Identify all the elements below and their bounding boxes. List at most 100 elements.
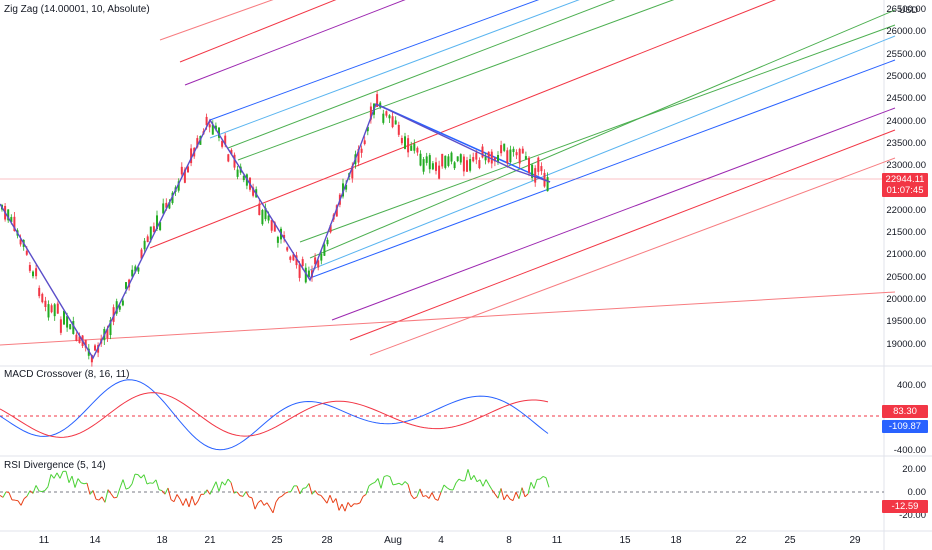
rsi-segment: [152, 479, 157, 484]
candle-body: [221, 140, 224, 147]
candle-body: [335, 205, 338, 217]
candle-body: [84, 339, 87, 348]
rsi-segment: [290, 485, 295, 492]
rsi-indicator-label[interactable]: RSI Divergence (5, 14): [4, 460, 106, 471]
candle-body: [497, 155, 499, 163]
candle-body: [472, 157, 475, 162]
candle-body: [509, 149, 512, 163]
candle-body: [69, 324, 72, 330]
candle-body: [518, 148, 521, 164]
candle-body: [360, 148, 363, 153]
rsi-segment: [476, 479, 481, 483]
rsi-segment: [371, 481, 376, 485]
rsi-segment: [80, 482, 85, 485]
candle-body: [301, 259, 304, 267]
rsi-segment: [323, 498, 328, 504]
rsi-segment: [311, 490, 316, 495]
candle-body: [469, 159, 472, 171]
rsi-segment: [533, 479, 538, 489]
rsi-segment: [50, 474, 55, 479]
rsi-segment: [404, 481, 409, 485]
candle-body: [422, 159, 425, 172]
candle-body: [10, 217, 13, 222]
candle-body: [329, 224, 332, 233]
candle-body: [218, 127, 220, 138]
rsi-segment: [317, 494, 322, 496]
candle-body: [385, 111, 388, 116]
rsi-segment: [59, 471, 64, 479]
candle-body: [211, 124, 214, 135]
rsi-segment: [395, 482, 400, 485]
rsi-segment: [23, 495, 28, 500]
time-axis-label: 11: [551, 535, 563, 546]
price-axis-tick: 23500.00: [886, 137, 926, 149]
rsi-segment: [374, 478, 379, 483]
macd-indicator-label[interactable]: MACD Crossover (8, 16, 11): [4, 369, 130, 380]
candle-body: [208, 124, 211, 128]
candle-body: [118, 306, 121, 310]
time-axis-label: 22: [735, 535, 747, 546]
last-price-tag: 22944.11 01:07:45: [882, 173, 928, 197]
candle-body: [75, 334, 78, 342]
candle-body: [506, 150, 509, 164]
rsi-segment: [20, 498, 25, 506]
rsi-segment: [68, 475, 73, 483]
rsi-segment: [485, 479, 490, 486]
candle-body: [44, 300, 47, 308]
candle-body: [304, 267, 307, 283]
rsi-segment: [41, 489, 46, 493]
rsi-segment: [398, 482, 403, 486]
candle-body: [152, 226, 155, 232]
rsi-segment: [131, 474, 136, 485]
rsi-segment: [242, 491, 247, 497]
candle-body: [59, 319, 62, 333]
rsi-segment: [188, 496, 193, 508]
rsi-segment: [140, 474, 145, 479]
candle-body: [177, 181, 180, 191]
candle-body: [273, 222, 276, 232]
candle-body: [323, 244, 326, 256]
candle-body: [146, 236, 149, 243]
rsi-segment: [122, 479, 127, 490]
candlestick-series[interactable]: [1, 90, 549, 367]
rsi-segment: [329, 495, 334, 503]
rsi-segment: [89, 490, 94, 495]
candle-body: [183, 169, 186, 183]
rsi-segment: [161, 490, 166, 495]
candle-body: [382, 113, 385, 123]
price-axis-tick: 19500.00: [886, 316, 926, 328]
candle-body: [53, 304, 56, 317]
rsi-segment: [497, 488, 502, 499]
candle-body: [307, 270, 310, 278]
rsi-segment: [65, 471, 70, 483]
candle-body: [267, 215, 270, 221]
candle-body: [41, 293, 44, 303]
rsi-segment: [437, 492, 442, 501]
price-axis-tick: 20500.00: [886, 271, 926, 283]
rsi-segment: [500, 488, 505, 501]
rsi-value-tag: -12.59: [882, 500, 928, 513]
rsi-segment: [221, 481, 226, 486]
candle-body: [407, 138, 410, 153]
macd-axis-tick: 400.00: [896, 380, 926, 391]
zigzag-line[interactable]: [0, 103, 551, 360]
candle-body: [441, 153, 444, 167]
zigzag-indicator-label[interactable]: Zig Zag (14.00001, 10, Absolute): [4, 4, 150, 15]
candle-body: [264, 207, 267, 220]
rsi-segment: [56, 472, 61, 479]
rsi-segment: [425, 495, 430, 499]
candle-body: [379, 102, 382, 108]
candle-body: [261, 210, 264, 225]
rsi-segment: [401, 481, 406, 486]
candle-body: [493, 157, 496, 162]
candle-body: [242, 175, 245, 181]
rsi-segment: [512, 491, 517, 501]
rsi-segment: [470, 475, 475, 481]
rsi-segment: [32, 485, 37, 494]
candle-body: [19, 239, 22, 245]
rsi-segment: [299, 488, 304, 495]
rsi-segment: [173, 494, 178, 502]
pitchfork-lines[interactable]: [0, 0, 896, 356]
time-axis-label: 21: [204, 535, 216, 546]
